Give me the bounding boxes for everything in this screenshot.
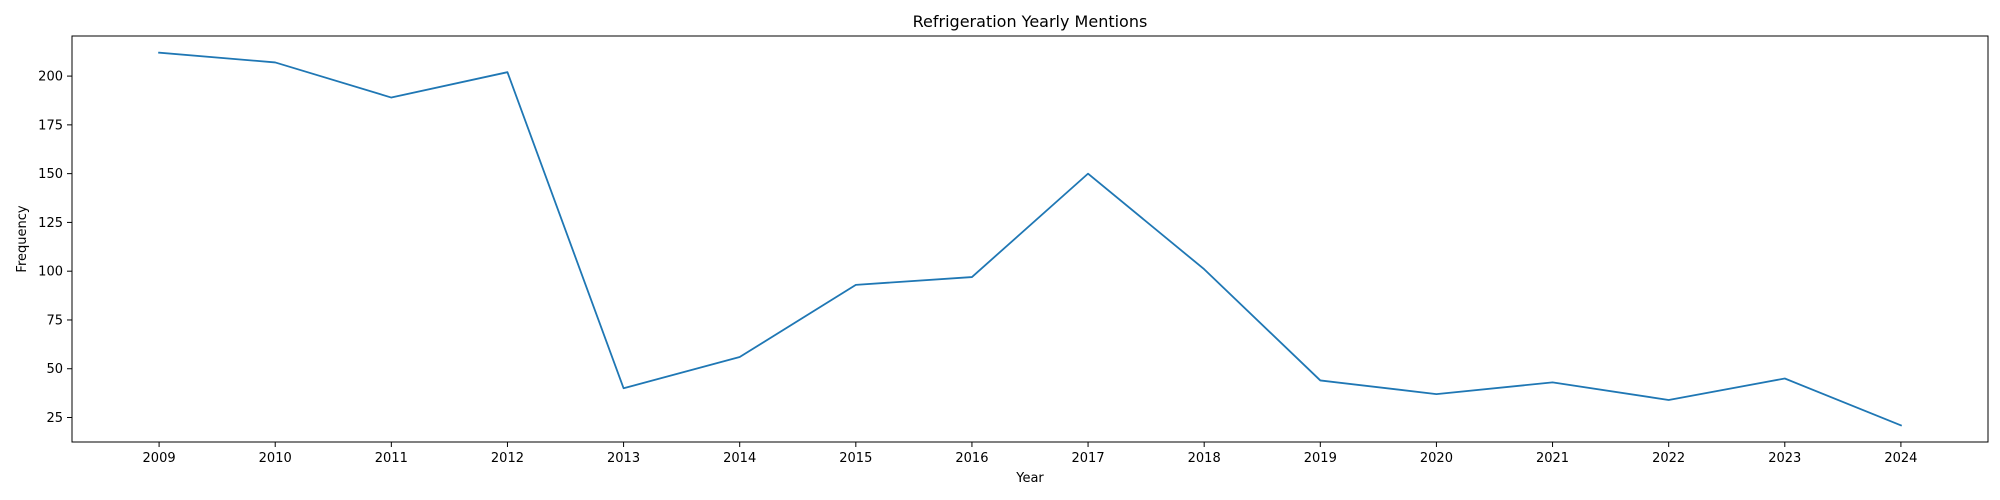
y-tick-label: 200 — [38, 70, 63, 85]
x-tick-label: 2009 — [143, 451, 176, 466]
x-tick-label: 2019 — [1304, 451, 1337, 466]
x-tick-label: 2011 — [375, 451, 408, 466]
x-tick-label: 2014 — [723, 451, 756, 466]
y-tick-label: 25 — [46, 411, 63, 426]
y-tick-label: 100 — [38, 265, 63, 280]
x-axis-label: Year — [1015, 471, 1044, 486]
x-tick-label: 2018 — [1188, 451, 1221, 466]
y-tick-label: 150 — [38, 167, 63, 182]
y-tick-label: 175 — [38, 118, 63, 133]
x-tick-label: 2017 — [1072, 451, 1105, 466]
x-tick-label: 2022 — [1652, 451, 1685, 466]
x-tick-label: 2016 — [955, 451, 988, 466]
series-line — [158, 51, 1903, 427]
x-tick-label: 2010 — [259, 451, 292, 466]
x-tick-label: 2013 — [607, 451, 640, 466]
y-axis-label: Frequency — [15, 205, 30, 272]
y-axis-ticks: 25 50 75 100 125 150 175 200 — [38, 70, 72, 426]
x-tick-label: 2020 — [1420, 451, 1453, 466]
series-lines — [158, 51, 1903, 427]
y-tick-label: 125 — [38, 216, 63, 231]
x-tick-label: 2021 — [1536, 451, 1569, 466]
x-tick-label: 2015 — [839, 451, 872, 466]
chart-title: Refrigeration Yearly Mentions — [913, 12, 1148, 31]
x-axis-ticks: 2009 2010 2011 2012 2013 2014 2015 2016 2017 2018… — [143, 442, 1917, 466]
plot-frame — [71, 35, 1989, 443]
x-tick-label: 2012 — [491, 451, 524, 466]
x-tick-label: 2023 — [1768, 451, 1801, 466]
x-tick-label: 2024 — [1884, 451, 1917, 466]
y-tick-label: 75 — [46, 313, 63, 328]
y-tick-label: 50 — [46, 362, 63, 377]
